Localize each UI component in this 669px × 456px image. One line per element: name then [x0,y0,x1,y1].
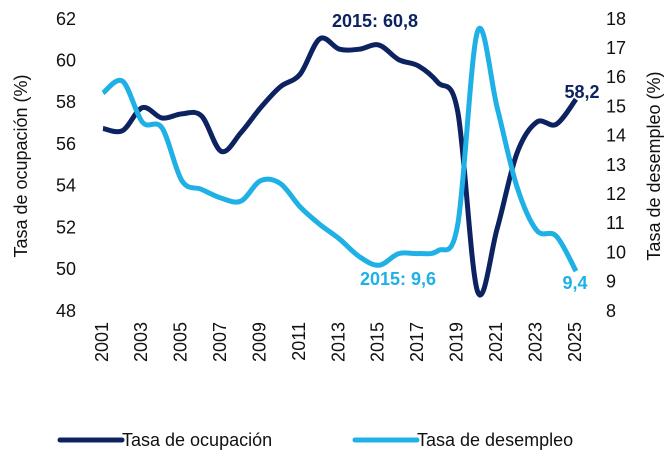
y-axis-label: Tasa de ocupación (%) [11,74,31,257]
y2-tick-label: 12 [606,184,626,204]
y-tick-label: 56 [56,134,76,154]
x-tick-label: 2015 [368,322,388,362]
y-tick-label: 54 [56,176,76,196]
x-tick-label: 2003 [131,322,151,362]
x-tick-label: 2017 [407,322,427,362]
y-tick-label: 52 [56,217,76,237]
x-tick-label: 2013 [328,322,348,362]
x-tick-label: 2025 [565,322,585,362]
series-line [101,25,579,273]
x-tick-label: 2007 [210,322,230,362]
legend-label: Tasa de desempleo [417,430,573,450]
y2-tick-label: 11 [606,213,625,233]
y2-tick-label: 9 [606,272,616,292]
series-line [102,35,579,298]
y-tick-label: 60 [56,50,76,70]
annotation: 2015: 9,6 [360,269,436,289]
x-tick-label: 2011 [289,322,309,361]
y-tick-label: 62 [56,9,76,29]
y2-tick-label: 18 [606,9,626,29]
y2-tick-label: 8 [606,301,616,321]
x-tick-label: 2005 [171,322,191,362]
y-tick-label: 58 [56,92,76,112]
y2-tick-label: 16 [606,67,626,87]
y-tick-label: 50 [56,259,76,279]
annotation: 9,4 [562,273,587,293]
y-tick-label: 48 [56,301,76,321]
y2-tick-label: 10 [606,242,626,262]
annotation: 58,2 [564,82,599,102]
y2-tick-label: 15 [606,96,626,116]
y2-tick-label: 13 [606,155,626,175]
x-tick-label: 2021 [486,322,506,362]
y2-tick-label: 14 [606,126,626,146]
legend-label: Tasa de ocupación [122,430,272,450]
x-tick-label: 2001 [92,322,112,362]
x-tick-label: 2009 [249,322,269,362]
x-tick-label: 2019 [447,322,467,362]
y2-axis-label: Tasa de desempleo (%) [644,71,664,260]
x-tick-label: 2023 [525,322,545,362]
y2-tick-label: 17 [606,38,626,58]
annotation: 2015: 60,8 [332,11,418,31]
